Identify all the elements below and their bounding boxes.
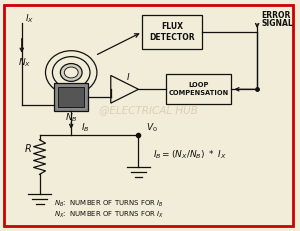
Text: $N_X$: $N_X$: [18, 56, 31, 69]
Bar: [58, 87, 84, 107]
Bar: [54, 83, 88, 111]
Text: ERROR: ERROR: [261, 11, 290, 20]
Text: $I_B$: $I_B$: [81, 122, 90, 134]
Bar: [142, 15, 202, 49]
Text: $I$: $I$: [126, 71, 131, 82]
Text: $N_B$: $N_B$: [65, 112, 78, 124]
Ellipse shape: [64, 67, 78, 78]
Text: $I_B = (N_X/N_B)\ *\ I_X$: $I_B = (N_X/N_B)\ *\ I_X$: [153, 148, 227, 161]
Ellipse shape: [60, 64, 82, 81]
Text: $N_B$:  NUMBER OF TURNS FOR $I_B$: $N_B$: NUMBER OF TURNS FOR $I_B$: [54, 199, 164, 209]
Text: $R$: $R$: [24, 142, 32, 154]
Ellipse shape: [52, 57, 90, 88]
Text: SIGNAL: SIGNAL: [261, 18, 293, 27]
Text: $V_0$: $V_0$: [146, 122, 158, 134]
Bar: [166, 74, 231, 104]
Text: $N_X$:  NUMBER OF TURNS FOR $I_X$: $N_X$: NUMBER OF TURNS FOR $I_X$: [54, 210, 165, 220]
Text: @ELECTRICAL HUB: @ELECTRICAL HUB: [99, 105, 198, 115]
Text: LOOP
COMPENSATION: LOOP COMPENSATION: [169, 82, 229, 96]
Text: FLUX
DETECTOR: FLUX DETECTOR: [149, 21, 195, 42]
Text: $I_X$: $I_X$: [25, 13, 34, 25]
